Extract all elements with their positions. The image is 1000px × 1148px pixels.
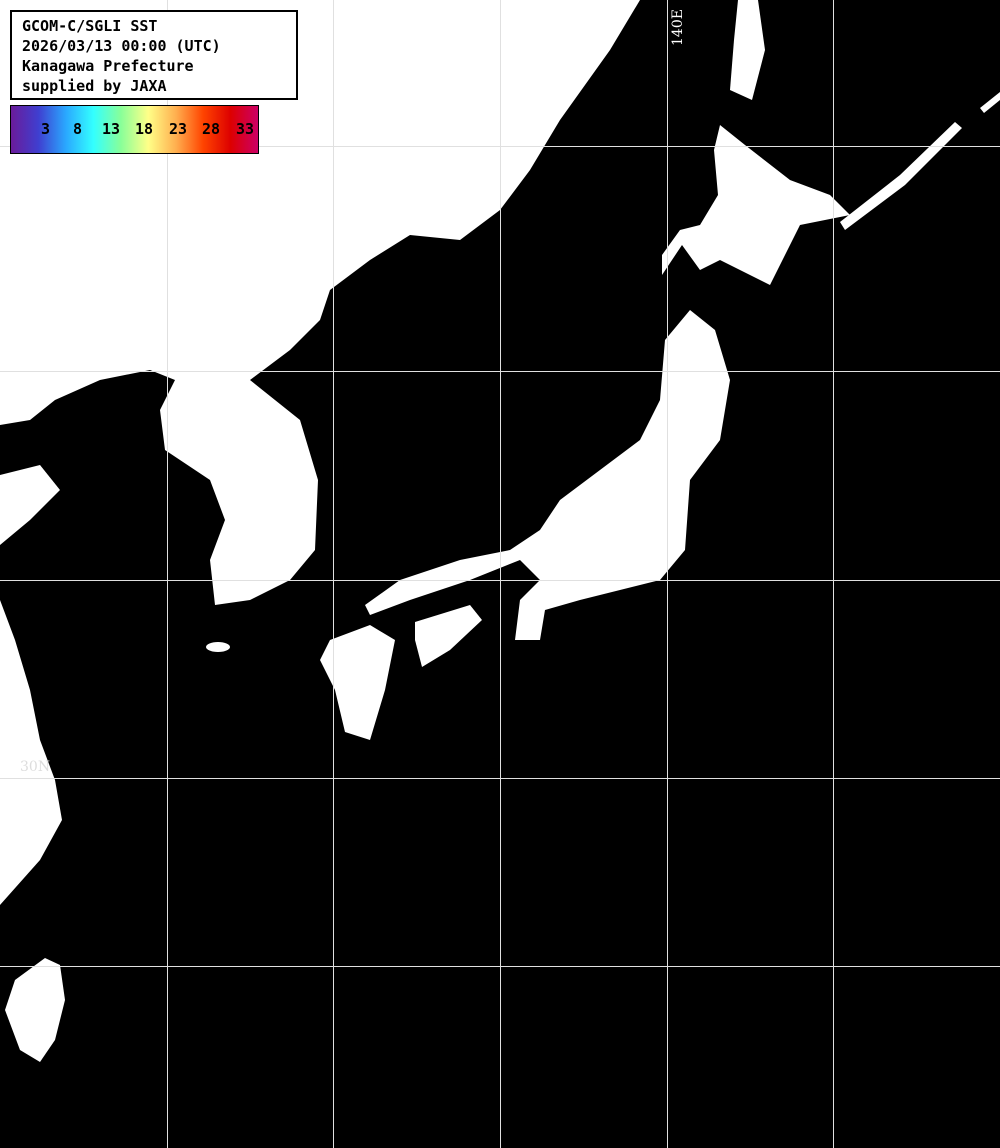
land-china-coast — [0, 600, 62, 905]
title-box: GCOM-C/SGLI SST 2026/03/13 00:00 (UTC) K… — [10, 10, 298, 100]
land-kyushu — [320, 625, 395, 740]
lon-label-140e: 140E — [670, 9, 686, 46]
land-vladivostok-island — [398, 127, 426, 163]
land-taiwan — [5, 958, 65, 1062]
land-shandong — [0, 465, 60, 545]
colorbar-tick: 13 — [102, 120, 121, 138]
product-name: GCOM-C/SGLI SST — [22, 17, 158, 35]
land-honshu — [365, 310, 730, 640]
colorbar-tick: 28 — [202, 120, 221, 138]
credit: supplied by JAXA — [22, 77, 167, 95]
colorbar-tick: 33 — [236, 120, 255, 138]
land-jeju — [206, 642, 230, 652]
region-name: Kanagawa Prefecture — [22, 57, 194, 75]
land-hokkaido — [662, 125, 850, 285]
sst-colorbar: 3 8 13 18 23 28 33 — [10, 105, 259, 154]
land-kurils — [840, 122, 962, 230]
land-sakhalin — [730, 0, 765, 100]
land-kurils-north — [980, 92, 1000, 113]
lat-label-30n: 30N — [20, 759, 51, 775]
colorbar-tick: 23 — [169, 120, 188, 138]
land-shikoku — [415, 605, 482, 667]
land-korea — [160, 380, 318, 605]
lat-label-40n: 40N — [14, 352, 45, 368]
timestamp: 2026/03/13 00:00 (UTC) — [22, 37, 221, 55]
colorbar-tick: 8 — [73, 120, 83, 138]
colorbar-tick: 18 — [135, 120, 154, 138]
colorbar-tick: 3 — [41, 120, 51, 138]
